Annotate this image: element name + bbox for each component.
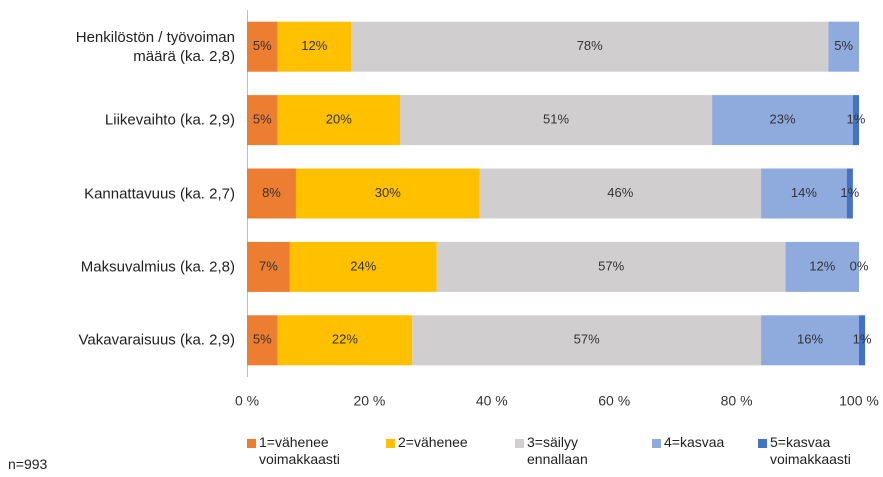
x-tick-label: 60 %	[598, 393, 630, 409]
bar-segment	[247, 241, 290, 292]
bar-segment	[247, 168, 296, 219]
bar-segment	[859, 315, 866, 366]
data-label: 5%	[253, 112, 272, 127]
data-label: 14%	[791, 185, 817, 200]
data-label: 24%	[350, 258, 376, 273]
bar-segment	[479, 168, 762, 219]
bar-segment	[277, 315, 413, 366]
bar-segment	[247, 21, 278, 72]
legend-label: 5=kasvaa voimakkaasti	[770, 434, 851, 467]
bar-segment	[828, 21, 859, 72]
data-label: 1%	[840, 185, 859, 200]
bar-segment	[277, 95, 400, 146]
data-label: 0%	[850, 258, 869, 273]
data-label: 5%	[253, 332, 272, 347]
y-tick-label: Vakavaraisuus (ka. 2,9)	[78, 331, 235, 349]
bar-segment	[785, 241, 859, 292]
y-tick-label: Liikevaihto (ka. 2,9)	[104, 111, 235, 129]
data-label: 5%	[834, 38, 853, 53]
bar-segment	[247, 95, 278, 146]
bar-segment	[761, 315, 859, 366]
bar-segment	[761, 168, 847, 219]
data-label: 22%	[332, 332, 358, 347]
bar-segment	[351, 21, 829, 72]
legend-swatch	[386, 439, 395, 448]
x-tick-label: 0 %	[235, 393, 259, 409]
data-label: 12%	[809, 258, 835, 273]
bar-segment	[247, 315, 278, 366]
legend-swatch	[758, 439, 767, 448]
bar-segment	[436, 241, 786, 292]
data-label: 1%	[847, 112, 866, 127]
data-label: 23%	[769, 112, 795, 127]
y-tick-label: Henkilöstön / työvoiman määrä (ka. 2,8)	[75, 28, 235, 65]
bar-segment	[712, 95, 853, 146]
x-tick-label: 100 %	[839, 393, 879, 409]
data-label: 30%	[375, 185, 401, 200]
data-label: 20%	[326, 112, 352, 127]
x-tick-label: 20 %	[353, 393, 385, 409]
bar-segment	[412, 315, 762, 366]
legend-swatch	[515, 439, 524, 448]
data-label: 8%	[262, 185, 281, 200]
legend-label: 2=vähenee	[398, 434, 468, 450]
legend-label: 3=säilyy ennallaan	[527, 434, 588, 467]
data-label: 78%	[577, 38, 603, 53]
bar-segment	[400, 95, 713, 146]
data-label: 57%	[574, 332, 600, 347]
data-label: 12%	[301, 38, 327, 53]
y-tick-label: Kannattavuus (ka. 2,7)	[84, 185, 235, 202]
x-tick-label: 40 %	[476, 393, 508, 409]
data-label: 5%	[253, 38, 272, 53]
bar-segment	[277, 21, 352, 72]
bar-segment	[295, 168, 480, 219]
legend-label: 1=vähenee voimakkaasti	[259, 434, 340, 467]
data-label: 16%	[797, 332, 823, 347]
data-label: 57%	[598, 258, 624, 273]
bar-segment	[289, 241, 437, 292]
data-label: 51%	[543, 112, 569, 127]
note: n=993	[8, 456, 48, 472]
bar-segment	[846, 168, 853, 219]
legend-swatch	[247, 439, 256, 448]
x-tick-label: 80 %	[721, 393, 753, 409]
legend-label: 4=kasvaa	[664, 434, 725, 450]
y-tick-label: Maksuvalmius (ka. 2,8)	[80, 258, 235, 276]
data-label: 7%	[259, 258, 278, 273]
data-label: 1%	[853, 332, 872, 347]
legend-swatch	[652, 439, 661, 448]
bar-segment	[852, 95, 859, 146]
data-label: 46%	[607, 185, 633, 200]
